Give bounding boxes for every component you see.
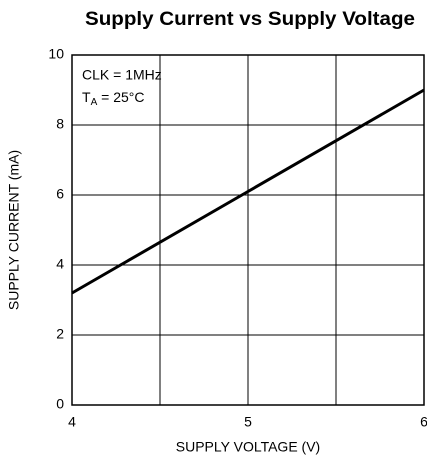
annotation-part: = 25°C xyxy=(97,89,144,105)
x-tick-label: 6 xyxy=(420,414,427,430)
y-tick-label: 10 xyxy=(48,46,64,62)
annotation: TA = 25°C xyxy=(82,89,144,108)
y-tick-label: 2 xyxy=(56,326,64,342)
y-tick-label: 6 xyxy=(56,186,64,202)
x-tick-label: 5 xyxy=(244,414,252,430)
annotation-part: T xyxy=(82,89,91,105)
data-line xyxy=(71,88,425,295)
y-tick-label: 8 xyxy=(56,116,64,132)
y-axis-label: SUPPLY CURRENT (mA) xyxy=(6,150,22,310)
annotation-sub: A xyxy=(91,97,98,108)
annotation: CLK = 1MHz xyxy=(82,67,162,83)
plot-frame xyxy=(71,54,425,406)
y-tick-label: 0 xyxy=(56,396,64,412)
x-tick-label: 4 xyxy=(68,414,76,430)
y-tick-label: 4 xyxy=(56,256,64,272)
x-axis-label: SUPPLY VOLTAGE (V) xyxy=(176,439,320,455)
chart-title: Supply Current vs Supply Voltage xyxy=(85,9,415,30)
